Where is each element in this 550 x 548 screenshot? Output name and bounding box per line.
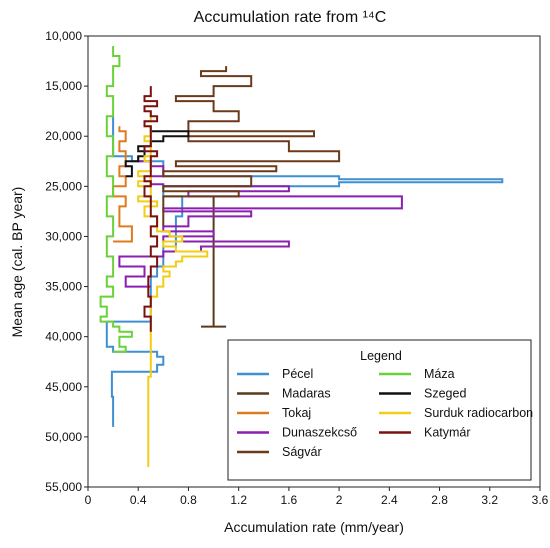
plot-area — [99, 46, 504, 467]
legend: Legend Pécel Madaras Tokaj Dunaszekcső Ságvá… — [227, 339, 533, 481]
y-tick-label: 45,000 — [45, 380, 82, 394]
x-tick-label: 1.2 — [230, 493, 247, 507]
y-tick-label: 55,000 — [45, 480, 82, 494]
y-tick-label: 30,000 — [45, 229, 82, 243]
x-tick-label: 2 — [336, 493, 343, 507]
series-line-8 — [143, 86, 159, 332]
y-axis-label: Mean age (cal. BP year) — [9, 187, 25, 338]
legend-label-8: Katymár — [424, 426, 471, 440]
y-tick-label: 50,000 — [45, 430, 82, 444]
x-tick-label: 2.4 — [381, 493, 398, 507]
series-line-2 — [112, 126, 133, 243]
y-tick-label: 10,000 — [45, 29, 82, 43]
x-tick-label: 3.6 — [532, 493, 549, 507]
series-line-5 — [99, 46, 133, 353]
axis-ticks: 0 0.4 0.8 1.2 1.6 2 2.4 2.8 3.2 3.6 10,000 15,000 20… — [45, 29, 548, 507]
x-tick-label: 0.4 — [130, 493, 147, 507]
plot-frame — [87, 35, 541, 488]
legend-title: Legend — [360, 349, 402, 363]
legend-label-1: Madaras — [282, 387, 331, 401]
legend-label-4: Ságvár — [282, 445, 322, 459]
series-line-6 — [124, 126, 190, 178]
x-tick-label: 0 — [85, 493, 92, 507]
legend-items: Pécel Madaras Tokaj Dunaszekcső Ságvár Máza Sz… — [237, 367, 533, 459]
legend-label-5: Máza — [424, 367, 455, 381]
y-tick-label: 35,000 — [45, 280, 82, 294]
x-axis-label: Accumulation rate (mm/year) — [224, 519, 404, 535]
series-line-1 — [201, 196, 227, 328]
x-tick-label: 2.8 — [431, 493, 448, 507]
legend-label-0: Pécel — [282, 367, 313, 381]
legend-label-6: Szeged — [424, 387, 466, 401]
y-tick-label: 15,000 — [45, 79, 82, 93]
x-tick-label: 3.2 — [481, 493, 498, 507]
series-line-4 — [162, 66, 341, 227]
chart-title: Accumulation rate from ¹⁴C — [194, 9, 387, 26]
y-tick-label: 40,000 — [45, 330, 82, 344]
legend-label-2: Tokaj — [282, 406, 311, 420]
legend-label-7: Surduk radiocarbon — [424, 406, 533, 420]
legend-label-3: Dunaszekcső — [282, 426, 357, 440]
legend-box — [227, 339, 532, 481]
y-tick-label: 20,000 — [45, 129, 82, 143]
x-tick-label: 0.8 — [180, 493, 197, 507]
y-tick-label: 25,000 — [45, 179, 82, 193]
x-tick-label: 1.6 — [281, 493, 298, 507]
